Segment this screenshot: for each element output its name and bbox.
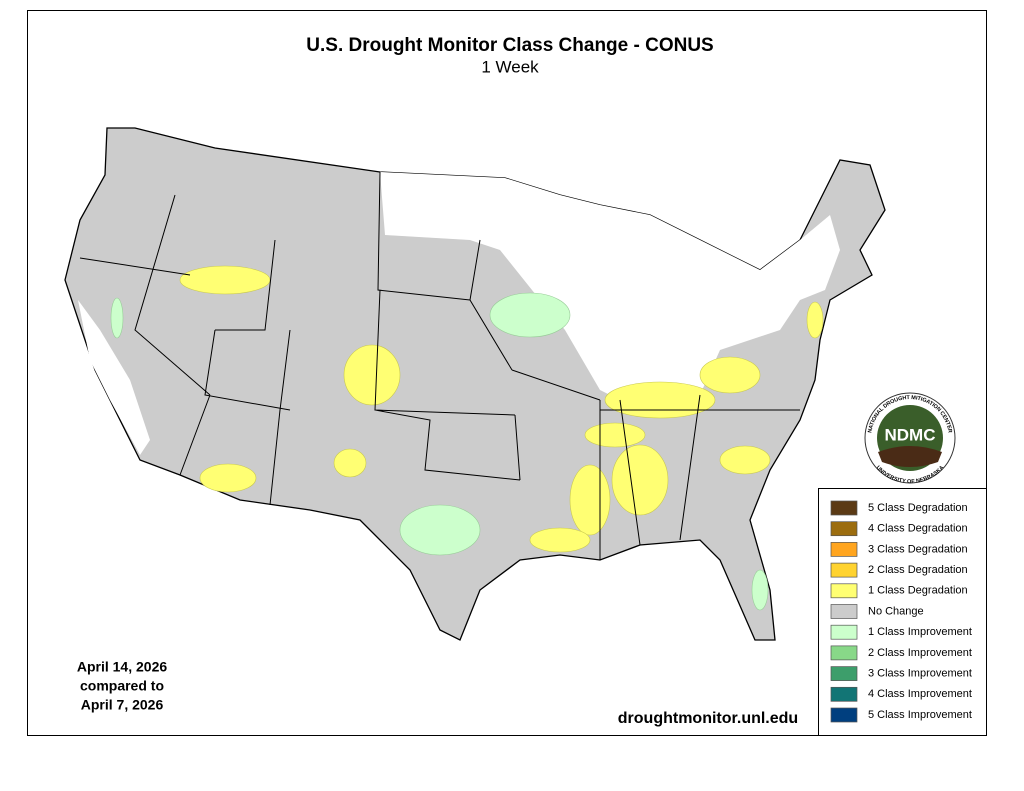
legend-label: 5 Class Degradation xyxy=(868,502,968,514)
legend-label: 3 Class Improvement xyxy=(868,668,972,680)
source-url: droughtmonitor.unl.edu xyxy=(618,710,798,727)
legend-label: 4 Class Improvement xyxy=(868,688,972,700)
legend-swatch xyxy=(830,604,858,619)
area xyxy=(611,444,669,516)
area xyxy=(699,356,761,394)
area xyxy=(199,463,257,493)
no-data-west xyxy=(78,300,150,455)
area xyxy=(343,344,401,406)
legend-swatch xyxy=(830,500,858,516)
area xyxy=(584,422,646,448)
area xyxy=(569,464,611,536)
subtitle: 1 Week xyxy=(481,57,539,76)
logo-label: NDMC xyxy=(885,425,936,444)
legend-swatch xyxy=(830,707,858,723)
area xyxy=(399,504,481,556)
area xyxy=(604,381,716,419)
us-map xyxy=(64,127,886,641)
improvement-areas xyxy=(110,292,769,611)
legend-swatch xyxy=(830,645,858,661)
area xyxy=(806,301,824,339)
legend-label: 4 Class Degradation xyxy=(868,523,968,535)
legend-label: No Change xyxy=(868,605,924,617)
legend-swatch xyxy=(830,666,858,681)
area xyxy=(529,527,591,553)
date-line: April 14, 2026 xyxy=(77,659,167,675)
legend-label: 2 Class Improvement xyxy=(868,647,972,659)
area xyxy=(110,297,124,339)
area xyxy=(489,292,571,338)
legend-swatch xyxy=(830,521,858,537)
area xyxy=(719,445,771,475)
area xyxy=(333,448,367,478)
legend-swatch xyxy=(830,686,858,702)
legend-swatch xyxy=(830,624,858,640)
legend-label: 1 Class Degradation xyxy=(868,585,968,597)
legend-swatch xyxy=(830,542,858,557)
area xyxy=(751,569,769,611)
legend: 5 Class Degradation 4 Class Degradation 3 … xyxy=(830,500,972,723)
state-borders xyxy=(79,171,800,560)
logo-ground xyxy=(878,446,942,467)
legend-label: 2 Class Degradation xyxy=(868,564,968,576)
date-line: April 7, 2026 xyxy=(81,697,164,713)
legend-swatch xyxy=(830,583,858,599)
logo: NDMC NATIONAL DROUGHT MITIGATION CENTER … xyxy=(864,392,956,485)
legend-label: 3 Class Degradation xyxy=(868,543,968,555)
legend-label: 5 Class Improvement xyxy=(868,709,972,721)
date-block: April 14, 2026 compared to April 7, 2026 xyxy=(77,659,167,713)
date-line: compared to xyxy=(80,678,164,694)
legend-label: 1 Class Improvement xyxy=(868,626,972,638)
legend-swatch xyxy=(830,562,858,578)
title: U.S. Drought Monitor Class Change - CONU… xyxy=(306,35,713,56)
no-data-north xyxy=(380,172,840,400)
border xyxy=(79,171,800,560)
area xyxy=(179,265,271,295)
